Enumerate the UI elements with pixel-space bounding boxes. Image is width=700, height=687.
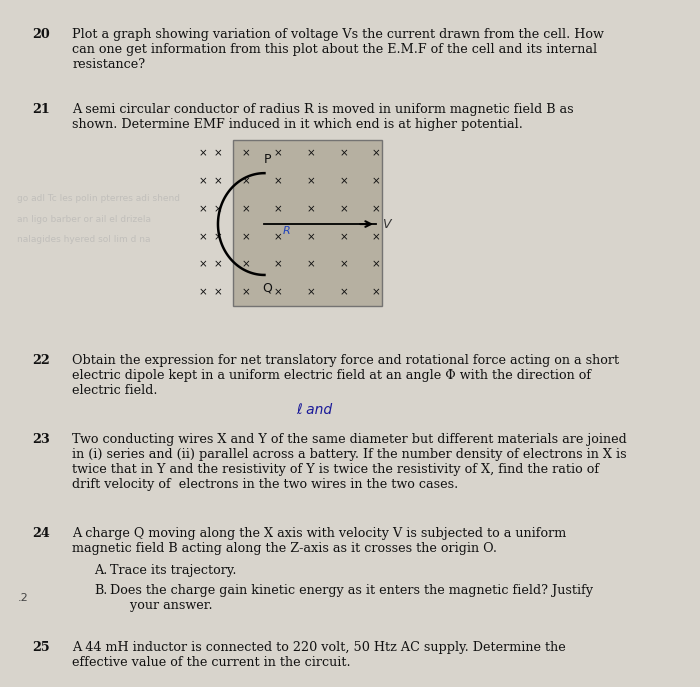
Text: ×: × (307, 204, 315, 214)
Text: ×: × (339, 148, 348, 159)
Text: Obtain the expression for net translatory force and rotational force acting on a: Obtain the expression for net translator… (72, 354, 620, 396)
Text: ×: × (198, 232, 207, 242)
Text: 22: 22 (32, 354, 50, 367)
Text: ×: × (372, 288, 380, 297)
Text: ×: × (307, 288, 315, 297)
Text: P: P (264, 153, 272, 166)
Text: 21: 21 (32, 102, 50, 115)
Text: ×: × (214, 260, 223, 270)
Text: ×: × (198, 148, 207, 159)
Text: Trace its trajectory.: Trace its trajectory. (106, 564, 237, 577)
Text: ℓ and: ℓ and (296, 403, 332, 416)
Text: Two conducting wires X and Y of the same diameter but different materials are jo: Two conducting wires X and Y of the same… (72, 433, 627, 491)
Text: ×: × (241, 288, 250, 297)
Text: ×: × (339, 260, 348, 270)
Text: 25: 25 (32, 641, 50, 654)
Text: A 44 mH inductor is connected to 220 volt, 50 Htz AC supply. Determine the
effec: A 44 mH inductor is connected to 220 vol… (72, 641, 566, 668)
Text: ×: × (274, 148, 283, 159)
Text: ×: × (372, 204, 380, 214)
Text: ×: × (274, 204, 283, 214)
Text: ×: × (214, 177, 223, 186)
Text: ×: × (241, 148, 250, 159)
Text: ×: × (372, 232, 380, 242)
Text: ×: × (307, 177, 315, 186)
Text: ×: × (214, 232, 223, 242)
Text: ×: × (372, 260, 380, 270)
Text: ×: × (274, 177, 283, 186)
Text: ×: × (274, 288, 283, 297)
Text: Plot a graph showing variation of voltage Vs the current drawn from the cell. Ho: Plot a graph showing variation of voltag… (72, 28, 604, 71)
Text: A semi circular conductor of radius R is moved in uniform magnetic field B as
sh: A semi circular conductor of radius R is… (72, 102, 574, 131)
Text: ×: × (339, 232, 348, 242)
Text: Q: Q (262, 282, 272, 295)
Text: ×: × (372, 148, 380, 159)
Text: ×: × (198, 260, 207, 270)
Text: ×: × (307, 232, 315, 242)
Text: ×: × (198, 177, 207, 186)
Text: R: R (283, 226, 290, 236)
Text: 24: 24 (32, 527, 50, 540)
Text: ×: × (241, 232, 250, 242)
Bar (234, 140, 382, 306)
Text: ×: × (339, 177, 348, 186)
Text: A.: A. (94, 564, 107, 577)
Text: ×: × (339, 204, 348, 214)
Text: ×: × (274, 232, 283, 242)
Text: ×: × (214, 204, 223, 214)
Text: A charge Q moving along the X axis with velocity V is subjected to a uniform
mag: A charge Q moving along the X axis with … (72, 527, 566, 554)
Text: ×: × (307, 260, 315, 270)
Text: ×: × (241, 260, 250, 270)
Text: ×: × (241, 204, 250, 214)
Text: B.: B. (94, 585, 107, 598)
Text: ×: × (372, 177, 380, 186)
Text: 23: 23 (32, 433, 50, 446)
Text: an ligo barber or ail el drizela: an ligo barber or ail el drizela (17, 214, 150, 223)
Text: ×: × (214, 148, 223, 159)
Text: ×: × (241, 177, 250, 186)
Text: ×: × (198, 288, 207, 297)
Text: go adl Tc les polin pterres adi shend: go adl Tc les polin pterres adi shend (17, 194, 180, 203)
Text: V: V (382, 218, 391, 231)
Text: ×: × (198, 204, 207, 214)
Text: nalagides hyered sol lim d na: nalagides hyered sol lim d na (17, 235, 150, 244)
Text: ×: × (339, 288, 348, 297)
Text: ×: × (274, 260, 283, 270)
Text: ×: × (307, 148, 315, 159)
Text: .2: .2 (18, 593, 29, 602)
Text: Does the charge gain kinetic energy as it enters the magnetic field? Justify
   : Does the charge gain kinetic energy as i… (106, 585, 594, 612)
Text: ×: × (214, 288, 223, 297)
Text: 20: 20 (32, 28, 50, 41)
